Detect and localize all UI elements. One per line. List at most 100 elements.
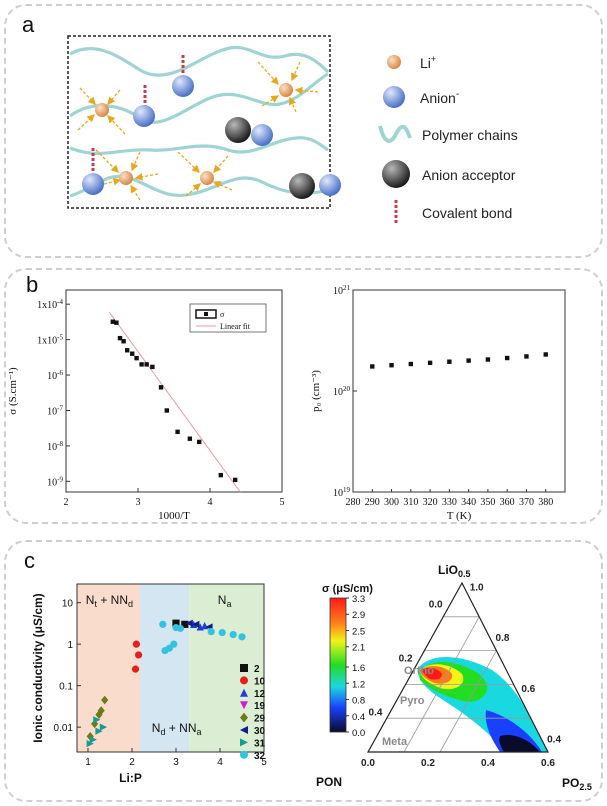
- b-left-data-point: [125, 348, 130, 353]
- c-left-legend-marker: [240, 701, 248, 710]
- b-left-data-point: [197, 439, 202, 445]
- b-right-y-tick-label: 1021: [333, 284, 351, 297]
- c-left-x-tick-label: 4: [217, 757, 223, 768]
- c-right-grid-line: [403, 616, 480, 753]
- b-left-y-tick-label: 10-7: [47, 404, 63, 417]
- c-left-legend-marker: [240, 688, 248, 697]
- legend-acceptor-icon: [382, 160, 410, 188]
- c-left-legend-marker: [240, 726, 248, 734]
- c-right-left-tick-label: 0.0: [429, 599, 443, 610]
- schematic-frame: [67, 35, 331, 209]
- b-right-x-tick-label: 330: [442, 497, 457, 508]
- b-left-data-point: [218, 472, 223, 478]
- panel-b: [4, 268, 603, 524]
- c-right-phase-label: Meta: [382, 736, 408, 748]
- c-left-data-point: [159, 620, 167, 628]
- c-left-data-point: [207, 628, 215, 636]
- b-right-data-point: [389, 363, 394, 368]
- b-left-y-tick-label: 10-8: [47, 440, 63, 453]
- b-right-x-tick-label: 370: [519, 497, 534, 508]
- c-left-data-point: [176, 624, 184, 632]
- c-right-phase-label: Ortho: [404, 665, 434, 677]
- c-left-x-tick-label: 5: [261, 757, 267, 768]
- c-left-data-point: [229, 630, 237, 639]
- c-right-grid-line: [439, 650, 497, 753]
- b-right-x-tick-label: 320: [423, 497, 438, 508]
- b-right-data-point: [485, 357, 491, 362]
- c-left-data-point: [135, 651, 143, 659]
- b-right-plot-frame: [352, 289, 566, 493]
- b-left-legend-label: σ: [220, 310, 225, 319]
- c-left-y-tick-label: 0.01: [54, 723, 74, 734]
- c-left-data-point: [192, 620, 200, 628]
- b-left-data-point: [144, 362, 149, 367]
- b-right-x-tick-label: 380: [538, 497, 553, 508]
- c-right-right-tick-label: 1.0: [470, 582, 484, 593]
- c-left-data-point: [97, 706, 105, 715]
- c-left-legend-label: 32: [254, 751, 266, 762]
- b-right-data-point: [408, 361, 414, 367]
- b-left-y-tick-label: 10-9: [47, 475, 63, 488]
- c-left-legend-marker: [240, 712, 248, 723]
- c-left-legend-marker: [240, 664, 248, 672]
- b-left-legend: σ Linear fit: [189, 303, 267, 333]
- c-left-data-point: [101, 695, 109, 705]
- c-right-bottom-tick-label: 0.2: [421, 758, 435, 769]
- c-left-x-tick-label: 1: [85, 757, 91, 768]
- b-left-x-axis-label: 1000/T: [158, 510, 190, 522]
- c-left-y-tick-label: 0.1: [59, 682, 73, 693]
- b-left-x-tick-label: 4: [208, 497, 213, 508]
- c-right-contour: [421, 667, 442, 680]
- c-right-colorbar-tick-label: 3.3: [352, 594, 365, 605]
- c-left-x-tick-label: 3: [173, 757, 179, 768]
- legend-polymer-label: Polymer chains: [422, 127, 518, 143]
- c-left-data-point: [99, 723, 107, 731]
- b-right-data-point: [370, 364, 375, 369]
- b-left-data-point: [134, 355, 139, 361]
- c-left-y-tick-label: 10: [62, 599, 74, 610]
- b-right-x-tick-label: 360: [500, 497, 515, 508]
- legend-li-label: Li+: [420, 54, 436, 71]
- c-right-heatmap: [368, 583, 548, 752]
- c-right-colorbar-tick-label: 2.5: [352, 626, 365, 637]
- c-right-contour: [499, 734, 540, 752]
- b-left-legend-frame: [189, 303, 267, 333]
- b-left-fit-line: [108, 311, 241, 493]
- anion-acceptors: [225, 117, 315, 199]
- b-right-x-tick-label: 300: [384, 497, 399, 508]
- b-left-data-point: [114, 320, 119, 325]
- c-left-data-point: [93, 716, 101, 724]
- c-right-colorbar-tick-label: 1.6: [352, 663, 365, 674]
- c-right-colorbar-tick-label: 2.1: [352, 643, 365, 654]
- c-left-data-point: [172, 619, 180, 627]
- c-left-region: [139, 584, 190, 752]
- b-left-data-point: [233, 477, 238, 483]
- c-left-legend-label: 10: [254, 676, 266, 687]
- c-left-region: [189, 584, 264, 752]
- b-right-x-tick-label: 290: [365, 497, 380, 508]
- b-right-data-point: [543, 352, 548, 357]
- c-right-right-tick-label: 0.8: [496, 633, 510, 644]
- c-left-data-point: [86, 740, 94, 748]
- b-left-x-tick-label: 2: [64, 497, 69, 508]
- panel-a-label: a: [22, 12, 35, 37]
- legend-anion-label: Anion-: [420, 89, 459, 106]
- c-left-legend-marker: [240, 738, 248, 747]
- li-ions: [95, 83, 293, 185]
- c-right-bottom-tick-label: 0.4: [481, 758, 495, 769]
- b-left-y-tick-label: 1x10-4: [37, 298, 63, 311]
- b-right-y-tick-label: 1020: [333, 385, 351, 398]
- c-right-colorbar: [329, 597, 347, 733]
- c-right-triangle-frame: [366, 581, 549, 753]
- b-left-data-point: [117, 335, 123, 341]
- legend-icons: [378, 55, 412, 224]
- c-left-data-point: [89, 735, 97, 744]
- panel-b-label: b: [26, 272, 39, 297]
- c-left-legend-marker: [240, 750, 248, 759]
- c-right-colorbar-tick-label: 0.8: [352, 696, 365, 707]
- legend-anion-icon: [383, 86, 405, 108]
- c-left-region-label: Nt + NNd: [86, 593, 133, 609]
- b-left-plot-frame: [65, 289, 283, 493]
- b-right-x-tick-label: 280: [346, 497, 361, 508]
